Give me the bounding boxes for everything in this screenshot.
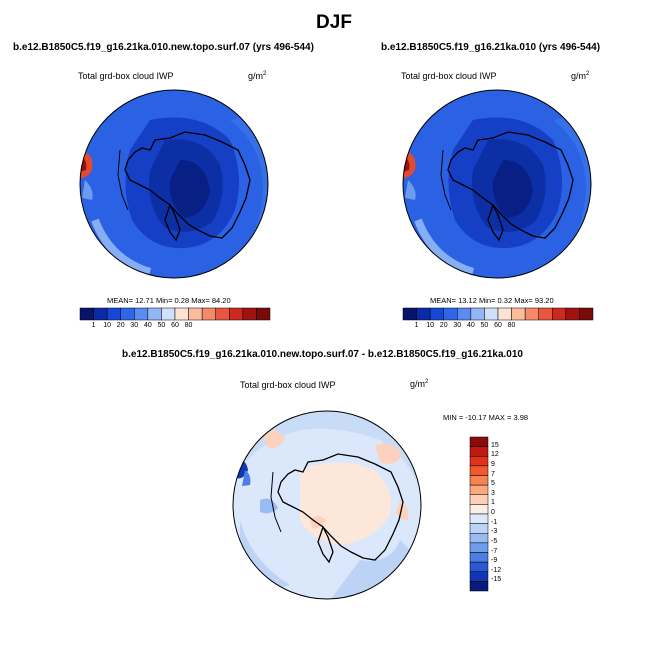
colorbar-swatch-right [443,307,458,321]
colorbar-swatch-left [215,307,230,321]
colorbar-swatch-left [256,307,271,321]
colorbar-tick-label-right: 1 [414,322,419,329]
colorbar-swatch-diff [469,552,489,563]
colorbar-tick-label-diff: -3 [491,528,498,536]
colorbar-swatch-right [457,307,472,321]
colorbar-swatch-diff [469,465,489,476]
colorbar-swatch-diff [469,484,489,495]
colorbar-swatch-right [416,307,431,321]
colorbar-tick-label-diff: 12 [491,451,499,459]
colorbar-tick-label-diff: 5 [491,480,495,488]
colorbar-swatch-diff [469,561,489,572]
colorbar-swatch-left [242,307,257,321]
variable-label-diff: Total grd-box cloud IWP [240,380,336,390]
stats-diff: MIN = -10.17 MAX = 3.98 [443,413,529,422]
colorbar-swatch-left [120,307,135,321]
colorbar-tick-label-left: 20 [116,322,125,329]
units-label-diff: g/m2 [410,379,429,389]
variable-label-right: Total grd-box cloud IWP [401,71,497,81]
colorbar-tick-label-left: 50 [157,322,166,329]
colorbar-right [402,307,594,321]
colorbar-swatch-left [201,307,216,321]
colorbar-swatch-diff [469,523,489,534]
colorbar-swatch-diff [469,571,489,582]
colorbar-swatch-right [429,307,444,321]
colorbar-tick-label-right: 80 [507,322,516,329]
colorbar-swatch-diff [469,494,489,505]
colorbar-tick-label-left: 60 [171,322,179,329]
colorbar-swatch-right [524,307,539,321]
colorbar-swatch-left [134,307,149,321]
colorbar-tick-label-diff: -1 [491,518,498,526]
colorbar-tick-label-diff: 15 [491,441,499,449]
colorbar-swatch-diff [469,475,489,486]
colorbar-tick-label-diff: -15 [491,576,502,584]
colorbar-swatch-diff [469,436,489,447]
colorbar-tick-label-right: 20 [439,322,448,329]
colorbar-swatch-left [174,307,189,321]
colorbar-tick-label-diff: -5 [491,537,498,545]
colorbar-swatch-diff [469,542,489,553]
colorbar-swatch-left [79,307,94,321]
stats-left: MEAN= 12.71 Min= 0.28 Max= 84.20 [107,296,231,305]
colorbar-swatch-right [565,307,580,321]
colorbar-diff [469,436,489,592]
panel-title-right: b.e12.B1850C5.f19_g16.21ka.010 (yrs 496-… [381,42,601,53]
colorbar-tick-label-right: 50 [480,322,489,329]
colorbar-tick-label-right: 10 [426,322,435,329]
panel-title-left: b.e12.B1850C5.f19_g16.21ka.010.new.topo.… [13,42,314,53]
colorbar-swatch-right [497,307,512,321]
colorbar-swatch-left [106,307,121,321]
antarctica-outline-right [447,131,574,242]
colorbar-tick-label-diff: 3 [491,489,495,497]
colorbar-tick-label-diff: -9 [491,557,498,565]
variable-label-left: Total grd-box cloud IWP [78,71,174,81]
panel-title-diff: b.e12.B1850C5.f19_g16.21ka.010.new.topo.… [122,349,523,360]
colorbar-left [79,307,271,321]
colorbar-tick-label-right: 40 [466,322,475,329]
colorbar-swatch-diff [469,581,489,592]
colorbar-swatch-right [579,307,594,321]
colorbar-swatch-diff [469,533,489,544]
figure-title: DJF [316,12,352,33]
colorbar-tick-label-diff: 9 [491,460,495,468]
colorbar-tick-label-left: 30 [130,322,139,329]
units-label-left: g/m2 [248,71,267,81]
colorbar-tick-label-right: 60 [494,322,502,329]
colorbar-swatch-diff [469,456,489,467]
stats-right: MEAN= 13.12 Min= 0.32 Max= 93.20 [430,296,554,305]
colorbar-swatch-right [552,307,567,321]
units-label-right: g/m2 [571,71,590,81]
colorbar-swatch-right [538,307,553,321]
colorbar-labels-right: 1 10 20 30 40 50 60 80 [403,322,593,334]
colorbar-swatch-right [402,307,417,321]
colorbar-tick-label-left: 1 [91,322,96,329]
antarctica-outline-diff [277,453,404,564]
colorbar-tick-label-diff: 7 [491,470,495,478]
colorbar-tick-label-left: 80 [184,322,193,329]
colorbar-swatch-diff [469,446,489,457]
colorbar-tick-label-right: 30 [453,322,462,329]
colorbar-tick-label-diff: -7 [491,547,498,555]
colorbar-swatch-left [188,307,203,321]
colorbar-swatch-left [93,307,108,321]
colorbar-swatch-left [161,307,176,321]
colorbar-labels-left: 1 10 20 30 40 50 60 80 [80,322,270,334]
colorbar-labels-diff: 15 12 9 7 5 3 1 0 -1 -3 -5 -7 -9 -12 -15 [491,437,521,591]
colorbar-swatch-right [484,307,499,321]
colorbar-swatch-diff [469,504,489,515]
colorbar-swatch-right [511,307,526,321]
colorbar-tick-label-diff: 0 [491,509,495,516]
colorbar-tick-label-diff: 1 [491,499,495,507]
colorbar-swatch-left [229,307,244,321]
colorbar-tick-label-diff: -12 [491,566,502,574]
colorbar-tick-label-left: 40 [143,322,152,329]
antarctica-outline-left [124,131,251,242]
colorbar-tick-label-left: 10 [103,322,112,329]
colorbar-swatch-diff [469,513,489,524]
colorbar-swatch-right [470,307,485,321]
colorbar-swatch-left [147,307,162,321]
